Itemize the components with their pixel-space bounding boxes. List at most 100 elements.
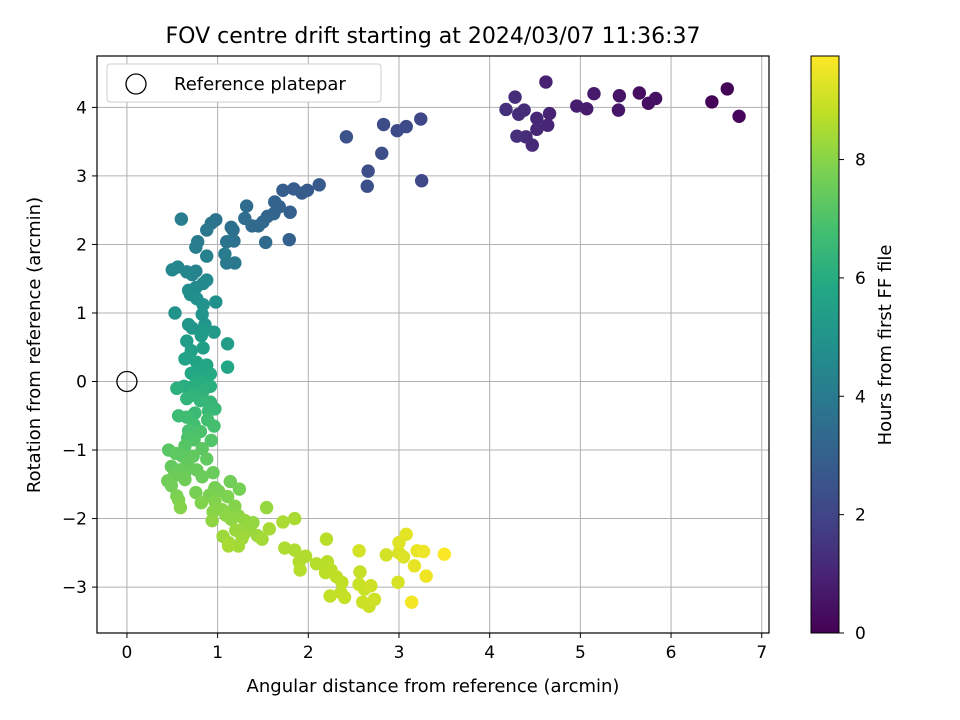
scatter-point [206,465,220,480]
scatter-point [204,433,218,448]
scatter-point [195,470,209,484]
scatter-point [414,112,428,126]
scatter-point [288,543,302,557]
scatter-point [407,559,422,573]
scatter-point [239,199,254,213]
scatter-point [318,565,333,580]
x-tick-label: 7 [756,643,767,663]
scatter-point [353,565,367,579]
scatter-point [276,515,290,529]
x-tick-label: 4 [484,643,495,663]
scatter-point [196,298,210,312]
colorbar-tick-label: 6 [855,269,866,289]
scatter-point [178,352,192,366]
scatter-point [570,99,584,113]
scatter-point [364,579,378,593]
scatter-point [339,130,354,144]
colorbar-tick-label: 2 [855,506,866,526]
scatter-point [195,441,209,456]
scatter-point [268,195,282,209]
scatter-point [312,178,326,192]
scatter-point [262,522,277,536]
scatter-point [648,91,663,106]
y-tick-label: −2 [62,510,87,530]
scatter-point [168,306,182,320]
scatter-point [231,539,246,553]
scatter-point [512,107,526,121]
scatter-point [205,513,219,528]
scatter-point [705,95,719,109]
scatter-point [278,541,292,555]
scatter-point [437,547,452,561]
y-tick-label: 4 [76,98,87,118]
legend-label: Reference platepar [174,74,346,95]
x-tick-label: 6 [666,643,677,663]
scatter-point [200,223,214,237]
scatter-point [632,86,647,100]
scatter-point [195,307,209,322]
scatter-point [193,393,208,408]
scatter-point [200,249,214,263]
scatter-point [194,496,208,510]
scatter-point [194,328,208,343]
x-tick-label: 1 [212,643,223,663]
scatter-point [390,123,404,138]
y-tick-label: 0 [76,373,87,393]
scatter-point [185,321,199,335]
scatter-point [258,235,273,250]
scatter-point [173,500,188,515]
scatter-point [508,90,522,104]
x-tick-label: 2 [303,643,314,663]
scatter-point [414,174,429,188]
scatter-point [170,381,184,396]
scatter-point [293,563,307,577]
colorbar-tick-label: 0 [855,624,866,644]
scatter-point [375,146,389,161]
scatter-point [404,595,419,609]
y-axis-ticks: −3 −2 −1 0 1 2 3 4 [62,98,97,598]
plot-frame [96,55,770,634]
colorbar-tick-label: 4 [855,387,866,407]
scatter-point [224,512,238,526]
scatter-point [499,102,513,117]
scatter-point [539,75,553,89]
scatter-point [335,575,349,589]
legend-marker-icon [125,73,147,95]
x-axis-ticks: 0 1 2 3 4 5 6 7 [122,633,767,663]
scatter-point [391,575,405,589]
scatter-point [200,452,214,466]
scatter-point [309,557,324,571]
scatter-point [283,205,297,219]
scatter-point [255,532,269,546]
scatter-point [178,439,192,453]
scatter-point [319,532,334,546]
data-points [161,75,746,613]
x-axis-label: Angular distance from reference (arcmin) [247,676,620,697]
scatter-point [196,341,210,355]
scatter-point [416,544,431,559]
scatter-point [178,472,192,487]
scatter-point [220,489,235,504]
scatter-point [282,232,296,247]
reference-marker [116,370,138,393]
scatter-point [337,590,352,605]
scatter-point [259,500,274,515]
colorbar: 0 2 4 6 8 Hours from first FF file [810,55,896,644]
scatter-point [221,539,236,553]
scatter-point [164,478,179,493]
scatter-point [203,367,218,381]
scatter-point [361,164,375,178]
scatter-point [189,485,203,500]
x-tick-label: 5 [575,643,586,663]
scatter-point [530,111,544,126]
colorbar-ticks: 0 2 4 6 8 [839,151,866,644]
scatter-point [542,106,557,121]
scatter-point [220,337,235,351]
scatter-point [218,247,232,261]
scatter-point [219,235,234,249]
scatter-point [611,103,626,117]
y-tick-label: −1 [62,441,87,461]
scatter-point [376,117,391,132]
scatter-point [419,569,433,583]
